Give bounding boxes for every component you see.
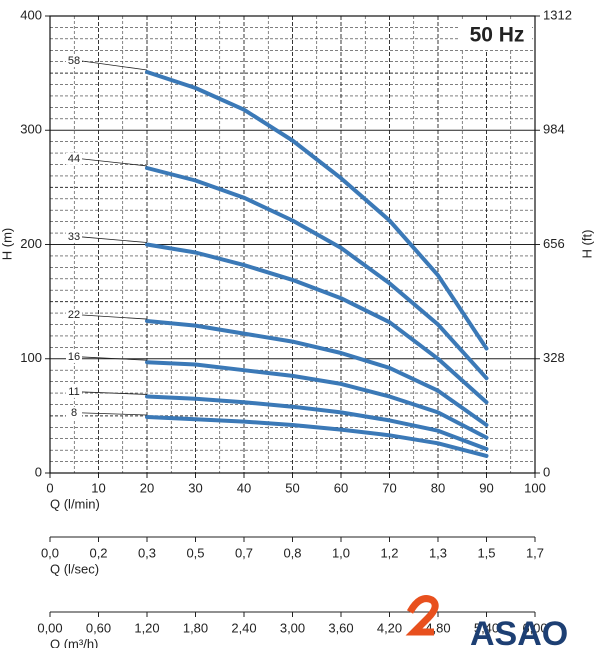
curve-label-bg <box>66 350 82 363</box>
curve-label: 22 <box>68 309 80 321</box>
curve-label-bg <box>66 152 82 165</box>
annotation: 50 Hz <box>470 24 525 47</box>
x-tick-label: 20 <box>140 480 154 495</box>
curve <box>145 166 489 381</box>
leader-line <box>81 314 148 320</box>
y-axis-title: H (m) <box>0 228 14 261</box>
leader-line <box>81 391 148 395</box>
curve <box>145 319 489 427</box>
x-tick-label: 40 <box>237 480 251 495</box>
x-axis-title: Q (l/sec) <box>50 561 99 576</box>
logo: ASAO <box>405 595 568 648</box>
curve <box>145 242 489 405</box>
y2-tick-label: 656 <box>543 236 565 251</box>
x-tick-label: 1,80 <box>183 620 208 635</box>
curve-label-bg <box>66 385 82 398</box>
leader-line <box>81 412 148 416</box>
x-tick-label: 3,00 <box>280 620 305 635</box>
y-tick-label: 0 <box>35 464 42 479</box>
y2-axis-title: H (ft) <box>579 230 594 259</box>
leader-line <box>81 158 148 167</box>
x-tick-label: 1,20 <box>134 620 159 635</box>
x-tick-label: 6,00 <box>522 620 547 635</box>
x-tick-label: 100 <box>524 480 546 495</box>
annotation-box <box>458 20 532 50</box>
curve <box>145 415 489 458</box>
x-tick-label: 1,0 <box>332 545 350 560</box>
curve-label: 58 <box>68 55 80 67</box>
x-tick-label: 50 <box>285 480 299 495</box>
curve-label: 16 <box>68 351 80 363</box>
x-tick-label: 0,7 <box>235 545 253 560</box>
x-tick-label: 0,3 <box>138 545 156 560</box>
curve <box>145 394 489 451</box>
x-tick-label: 0 <box>46 480 53 495</box>
x-tick-label: 30 <box>188 480 202 495</box>
curve-label: 8 <box>71 407 77 419</box>
logo-text: ASAO <box>470 615 568 648</box>
x-tick-label: 4,20 <box>377 620 402 635</box>
x-tick-label: 0,2 <box>89 545 107 560</box>
curve-label-bg <box>66 406 82 419</box>
y-tick-label: 300 <box>20 122 42 137</box>
x-axis-title: Q (m³/h) <box>50 636 98 648</box>
y-tick-label: 400 <box>20 7 42 22</box>
y2-tick-label: 328 <box>543 350 565 365</box>
x-tick-label: 1,5 <box>477 545 495 560</box>
y2-tick-label: 984 <box>543 122 565 137</box>
x-tick-label: 10 <box>91 480 105 495</box>
curve-label: 11 <box>68 386 79 398</box>
logo-mark <box>405 595 439 636</box>
plot-frame <box>49 15 536 474</box>
y-tick-label: 200 <box>20 236 42 251</box>
x-tick-label: 90 <box>479 480 493 495</box>
x-tick-label: 0,8 <box>283 545 301 560</box>
x-tick-label: 3,60 <box>328 620 353 635</box>
x-tick-label: 2,40 <box>231 620 256 635</box>
x-tick-label: 0,0 <box>41 545 59 560</box>
leader-line <box>81 60 148 71</box>
y2-tick-label: 0 <box>543 464 550 479</box>
y-tick-label: 100 <box>20 350 42 365</box>
x-tick-label: 60 <box>334 480 348 495</box>
x-tick-label: 1,7 <box>526 545 544 560</box>
curve-label-bg <box>66 309 82 322</box>
curve-label: 44 <box>68 153 80 165</box>
curve <box>145 360 489 440</box>
x-tick-label: 5,40 <box>474 620 499 635</box>
x-tick-label: 1,2 <box>380 545 398 560</box>
y2-tick-label: 1312 <box>543 7 572 22</box>
x-tick-label: 0,5 <box>186 545 204 560</box>
curve-label-bg <box>66 230 82 243</box>
x-tick-label: 0,60 <box>86 620 111 635</box>
x-axis-title: Q (l/min) <box>50 496 100 511</box>
leader-line <box>81 236 148 243</box>
leader-line <box>81 356 148 361</box>
x-tick-label: 0,00 <box>37 620 62 635</box>
curve-label: 33 <box>68 231 80 243</box>
x-tick-label: 1,3 <box>429 545 447 560</box>
x-tick-label: 80 <box>431 480 445 495</box>
curve <box>145 70 489 351</box>
x-tick-label: 70 <box>382 480 396 495</box>
curve-label-bg <box>66 54 82 67</box>
